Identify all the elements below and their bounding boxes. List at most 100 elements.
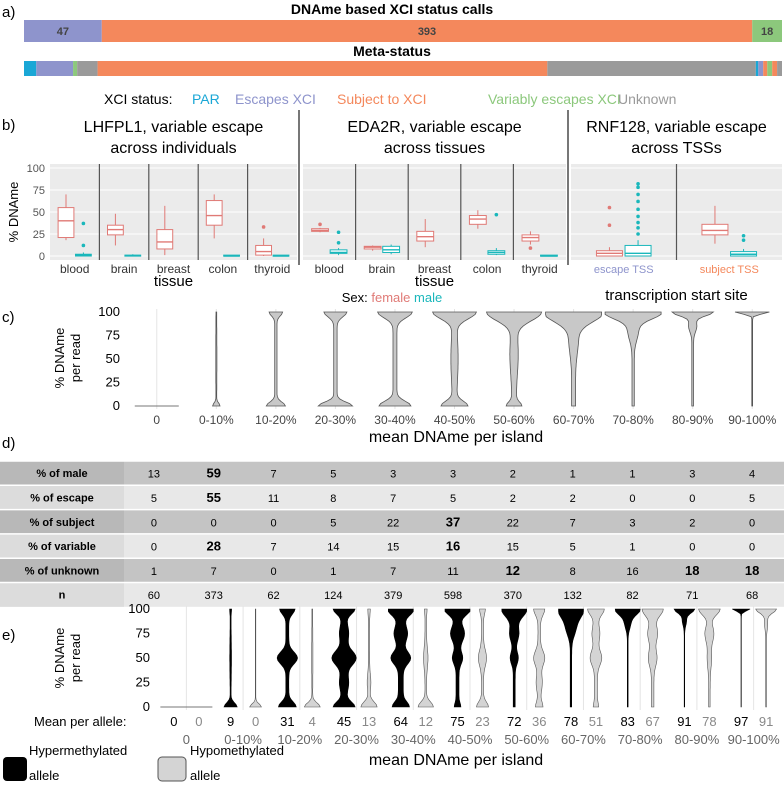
table-cell: 1 (629, 469, 635, 481)
mean-hypo-label: 13 (362, 714, 376, 729)
violin-hyper (673, 608, 696, 708)
mean-hypo-label: 67 (645, 714, 659, 729)
table-cell: 2 (570, 493, 576, 505)
legend-hypo-swatch (157, 756, 187, 782)
outlier-point (318, 222, 322, 227)
table-cell: 8 (330, 493, 336, 505)
outlier-point (494, 212, 499, 217)
x-tick-label: 0-10% (224, 732, 262, 747)
bar-segment-unknown (77, 61, 98, 76)
y-tick-label: 100 (98, 304, 120, 319)
facet-title: EDA2R, variable escape (347, 119, 521, 136)
table-cell: 68 (746, 590, 758, 602)
bar-segment-escape (758, 61, 764, 76)
violin-hypo (476, 608, 489, 708)
violin-shape (317, 311, 354, 407)
x-tick-label: 20-30% (315, 413, 357, 427)
legend-hyper-swatch (3, 757, 27, 781)
table-row-header-cell (0, 558, 124, 583)
outlier-point (636, 192, 640, 197)
table-cell: 18 (745, 563, 759, 578)
x-tick-label: brain (369, 262, 396, 276)
table-row-label: % of male (36, 468, 87, 480)
x-axis-label: tissue (415, 273, 454, 290)
violin-shape (604, 311, 662, 407)
mean-hypo-label: 12 (419, 714, 433, 729)
violin-hyper (388, 608, 414, 708)
xci-status-legend: XCI status: PAR Escapes XCI Subject to XCI V… (104, 91, 676, 107)
table-cell: 37 (446, 514, 460, 529)
legend-item-variable: Variably escapes XCI (488, 91, 621, 107)
x-tick-label: 30-40% (374, 413, 416, 427)
table-cell: 7 (270, 469, 276, 481)
x-tick-label: 70-80% (618, 732, 663, 747)
bar-segment-par (24, 61, 37, 76)
table-cell: 7 (390, 493, 396, 505)
y-tick-label: 100 (27, 163, 45, 175)
table-row-header-cell (0, 485, 124, 510)
legend-hyper-label: allele (29, 768, 59, 783)
x-tick-label: 50-60% (493, 413, 535, 427)
bar-segment-unknown (777, 61, 782, 76)
table-row (0, 558, 784, 583)
table-cell: 7 (270, 542, 276, 554)
violin-hyper (732, 608, 751, 708)
panel-label-c: c) (2, 309, 15, 326)
table-cell: 0 (629, 493, 635, 505)
table-row-header-cell (0, 509, 124, 534)
violin-shape (485, 311, 543, 407)
outlier-point (336, 230, 341, 235)
outlier-point (741, 238, 746, 242)
table-row (0, 533, 784, 559)
table-cell: 7 (570, 517, 576, 529)
violin-shape (545, 311, 602, 407)
table-cell: 0 (749, 542, 755, 554)
table-cell: 5 (450, 493, 456, 505)
summary-table: % of male 13 59 7 5 3 3 2 1 1 3 4% of escape 5 55 11 8 7… (0, 460, 784, 607)
table-cell: 16 (446, 539, 460, 554)
violin-hyper (276, 608, 298, 708)
x-tick-label: 40-50% (434, 413, 476, 427)
box-female (701, 223, 729, 236)
y-tick-label: 75 (136, 626, 150, 641)
x-tick-label: 60-70% (553, 413, 595, 427)
table-cell: 12 (506, 563, 520, 578)
table-cell: 11 (268, 493, 279, 505)
legend-hypo-label: Hypomethylated (190, 743, 284, 758)
table-cell: 0 (270, 517, 276, 529)
violin-shape (734, 311, 770, 407)
x-axis-label: transcription start site (605, 287, 748, 304)
outlier-point (636, 199, 640, 204)
facet-title: across individuals (110, 140, 236, 157)
bar-segment-subject (763, 61, 768, 76)
legend-hypo-label: allele (190, 768, 220, 783)
violin-hyper (501, 608, 528, 708)
outlier-point (81, 243, 86, 248)
mean-hypo-label: 36 (532, 714, 546, 729)
y-tick-label: 0 (39, 251, 45, 263)
table-cell: 1 (570, 469, 576, 481)
x-tick-label: 0 (183, 732, 190, 747)
mean-hyper-label: 31 (280, 714, 294, 729)
outlier-point (607, 223, 612, 227)
table-row (0, 485, 784, 510)
bar-segment-variable (752, 20, 782, 42)
violin-shape (212, 311, 221, 407)
bar-segment-subject (101, 20, 753, 42)
outlier-point (261, 225, 266, 229)
table-cell: 59 (206, 466, 220, 481)
facet-title: LHFPL1, variable escape (84, 119, 264, 136)
mean-hypo-label: 78 (702, 714, 716, 729)
panel-label-b: b) (2, 117, 15, 134)
table-row-header-cell (0, 533, 124, 559)
table-cell: 55 (206, 490, 220, 505)
box-male (329, 249, 348, 254)
legend-prefix: XCI status: (104, 91, 172, 107)
table-cell: 5 (749, 493, 755, 505)
y-axis-label: per read (68, 334, 83, 382)
bar-segment-unknown (547, 61, 756, 76)
panel-label-e: e) (2, 627, 15, 644)
x-tick-label: 10-20% (255, 413, 297, 427)
